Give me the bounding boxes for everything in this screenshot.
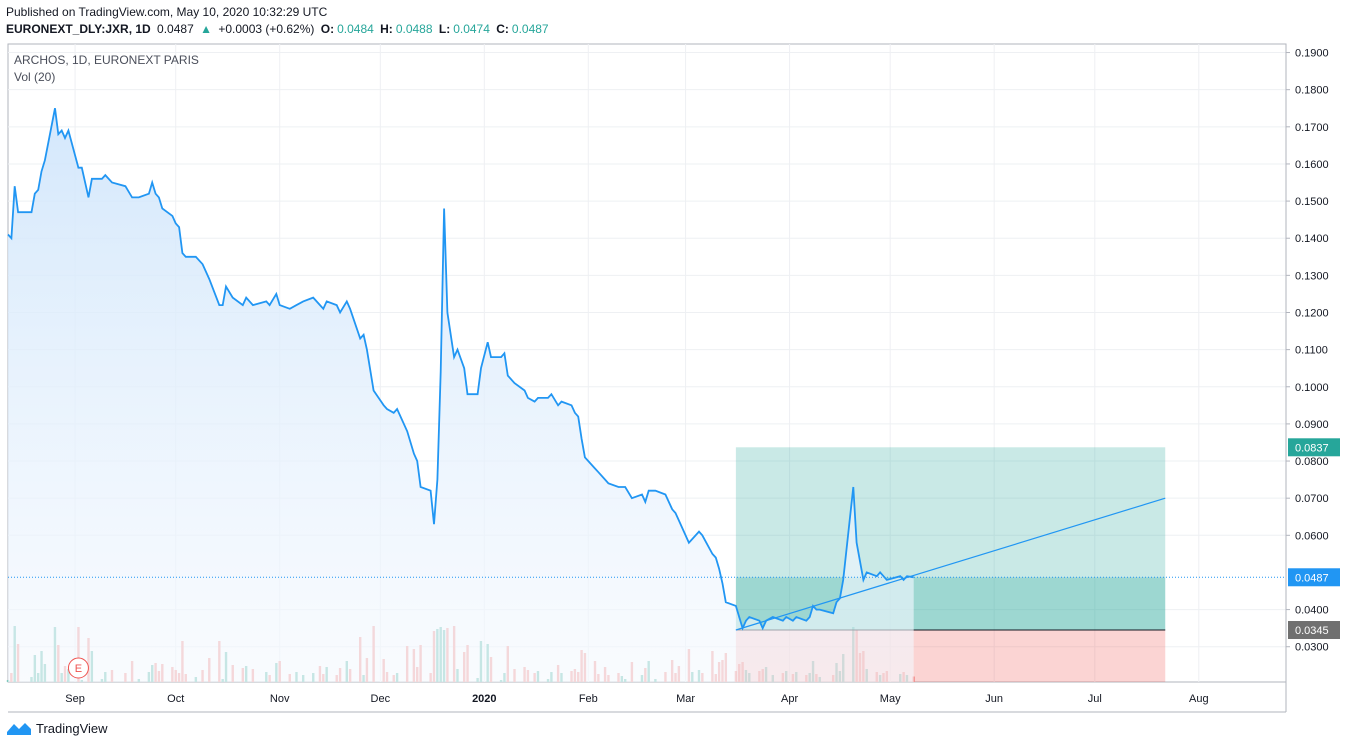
footer-brand[interactable]: TradingView — [6, 720, 108, 736]
volume-legend: Vol (20) — [14, 70, 56, 84]
profit-zone — [735, 447, 1166, 578]
y-tick-label: 0.1900 — [1295, 48, 1329, 60]
x-tick-label: May — [880, 693, 901, 705]
low-value: 0.0474 — [453, 22, 490, 36]
chart-legend-title: ARCHOS, 1D, EURONEXT PARIS — [14, 53, 199, 67]
price-area — [8, 108, 914, 682]
y-tick-label: 0.0700 — [1295, 493, 1329, 505]
quote-line: EURONEXT_DLY:JXR, 1D 0.0487 ▲ +0.0003 (+… — [6, 22, 552, 36]
high-label: H: — [380, 22, 393, 36]
open-label: O: — [320, 22, 335, 36]
drawing-overlay[interactable]: E 0.0837 0.0487 0.0345 — [8, 438, 1340, 679]
earnings-marker-label: E — [75, 663, 82, 675]
x-tick-label: Dec — [371, 693, 391, 705]
change-arrow-icon: ▲ — [200, 22, 212, 36]
y-tick-label: 0.1600 — [1295, 159, 1329, 171]
x-tick-label: Aug — [1189, 693, 1209, 705]
y-tick-label: 0.1300 — [1295, 270, 1329, 282]
footer-brand-label: TradingView — [36, 720, 108, 736]
low-label: L: — [438, 22, 451, 36]
y-tick-label: 0.1400 — [1295, 233, 1329, 245]
y-tick-label: 0.1000 — [1295, 382, 1329, 394]
y-tick-label: 0.1100 — [1295, 345, 1328, 357]
y-tick-label: 0.1800 — [1295, 85, 1329, 97]
close-label: C: — [496, 22, 509, 36]
y-tick-label: 0.1500 — [1295, 196, 1329, 208]
y-tick-label: 0.0900 — [1295, 419, 1329, 431]
axes: 0.1900 0.1800 0.1700 0.1600 0.1500 0.1400 0.13… — [8, 44, 1329, 713]
price-label-text: 0.0345 — [1295, 625, 1329, 637]
x-tick-label: Oct — [167, 693, 184, 705]
close-value: 0.0487 — [511, 22, 549, 36]
price-label-text: 0.0487 — [1295, 572, 1329, 584]
price-label-text: 0.0837 — [1295, 442, 1329, 454]
x-tick-label: Nov — [270, 693, 290, 705]
change-value: +0.0003 (+0.62%) — [218, 22, 315, 36]
x-tick-label: Sep — [65, 693, 85, 705]
x-tick-label: Jul — [1088, 693, 1102, 705]
price-label-box — [1288, 568, 1340, 587]
published-line: Published on TradingView.com, May 10, 20… — [6, 5, 328, 19]
symbol-label: EURONEXT_DLY:JXR, 1D — [6, 22, 151, 36]
x-tick-label: Apr — [781, 693, 798, 705]
y-tick-label: 0.1700 — [1295, 122, 1329, 134]
earnings-marker-icon — [67, 657, 89, 679]
y-tick-label: 0.0400 — [1295, 605, 1329, 617]
x-tick-label: Mar — [676, 693, 695, 705]
x-tick-label: Feb — [579, 693, 598, 705]
y-tick-label: 0.0800 — [1295, 456, 1329, 468]
y-tick-label: 0.0600 — [1295, 530, 1329, 542]
trend-line — [735, 497, 1166, 631]
price-label-box — [1288, 621, 1340, 640]
high-value: 0.0488 — [395, 22, 433, 36]
x-tick-label: Jun — [985, 693, 1003, 705]
tradingview-logo-icon — [7, 723, 31, 735]
price-label-box — [1288, 438, 1340, 457]
y-tick-label: 0.0300 — [1295, 642, 1329, 654]
last-price: 0.0487 — [157, 22, 194, 36]
x-tick-label: 2020 — [472, 693, 496, 705]
open-value: 0.0484 — [337, 22, 374, 36]
y-tick-label: 0.1200 — [1295, 307, 1329, 319]
